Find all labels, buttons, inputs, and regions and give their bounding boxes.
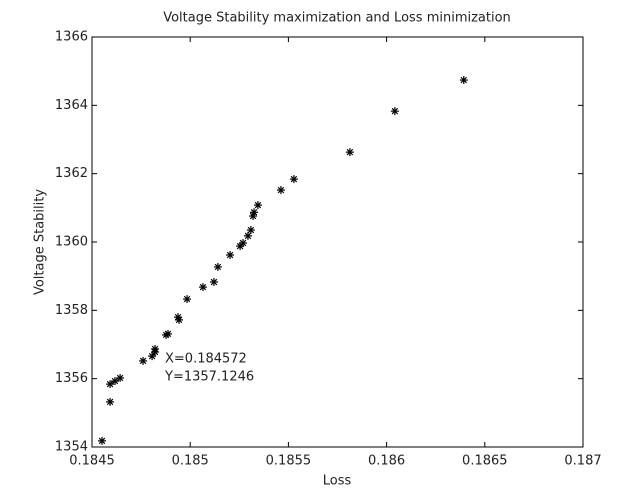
point-stroke: [139, 357, 147, 365]
y-tick-label: 1362: [55, 166, 88, 181]
point: [459, 76, 468, 85]
point: [246, 226, 255, 235]
point-stroke: [116, 374, 124, 382]
point: [239, 239, 248, 248]
annotation: Y=1357.1246: [164, 370, 254, 385]
point: [390, 107, 399, 116]
point-stroke: [346, 148, 354, 156]
point-stroke: [254, 201, 262, 209]
point: [243, 231, 252, 240]
x-tick-label: 0.186: [368, 454, 405, 469]
point-stroke: [199, 283, 207, 291]
x-tick-label: 0.1865: [462, 454, 508, 469]
point-stroke: [175, 316, 183, 324]
point: [289, 175, 298, 184]
point-stroke: [106, 380, 114, 388]
point: [226, 250, 235, 259]
y-tick-label: 1360: [55, 235, 88, 250]
y-tick-label: 1364: [55, 98, 88, 113]
y-tick-label: 1358: [55, 303, 88, 318]
x-tick-label: 0.1855: [266, 454, 312, 469]
y-tick-label: 1356: [55, 371, 88, 386]
point-stroke: [106, 398, 114, 406]
point: [253, 201, 262, 210]
point-stroke: [460, 76, 468, 84]
x-tick-label: 0.1845: [69, 454, 115, 469]
point-stroke: [151, 345, 159, 353]
point-stroke: [214, 263, 222, 271]
y-tick-label: 1354: [55, 440, 88, 455]
point-stroke: [148, 352, 156, 360]
point: [98, 436, 107, 445]
point: [209, 277, 218, 286]
point-stroke: [226, 251, 234, 259]
point: [276, 186, 285, 195]
point: [148, 352, 157, 361]
point-stroke: [277, 186, 285, 194]
point-stroke: [164, 330, 172, 338]
point: [139, 356, 148, 365]
point: [174, 313, 183, 322]
point: [345, 148, 354, 157]
chart-title: Voltage Stability maximization and Loss …: [163, 11, 511, 26]
y-tick-label: 1366: [55, 30, 88, 45]
point: [249, 212, 258, 221]
annotation: X=0.184572: [165, 352, 247, 367]
point: [106, 397, 115, 406]
point: [213, 262, 222, 271]
point: [164, 329, 173, 338]
point: [198, 283, 207, 292]
x-tick-label: 0.185: [172, 454, 209, 469]
point-stroke: [183, 295, 191, 303]
point-stroke: [249, 212, 257, 220]
point-stroke: [111, 377, 119, 385]
point-stroke: [174, 313, 182, 321]
point-stroke: [290, 175, 298, 183]
point-stroke: [244, 232, 252, 240]
point: [183, 295, 192, 304]
point-stroke: [239, 239, 247, 247]
point: [151, 344, 160, 353]
point-stroke: [250, 209, 258, 216]
y-axis-label: Voltage Stability: [33, 189, 48, 295]
x-tick-label: 0.187: [564, 454, 601, 469]
x-axis-label: Loss: [323, 474, 352, 489]
point-stroke: [247, 226, 255, 234]
point-stroke: [391, 107, 399, 115]
point: [106, 380, 115, 389]
point: [250, 208, 259, 217]
point-stroke: [210, 278, 218, 286]
point: [116, 373, 125, 382]
point-stroke: [98, 437, 106, 445]
